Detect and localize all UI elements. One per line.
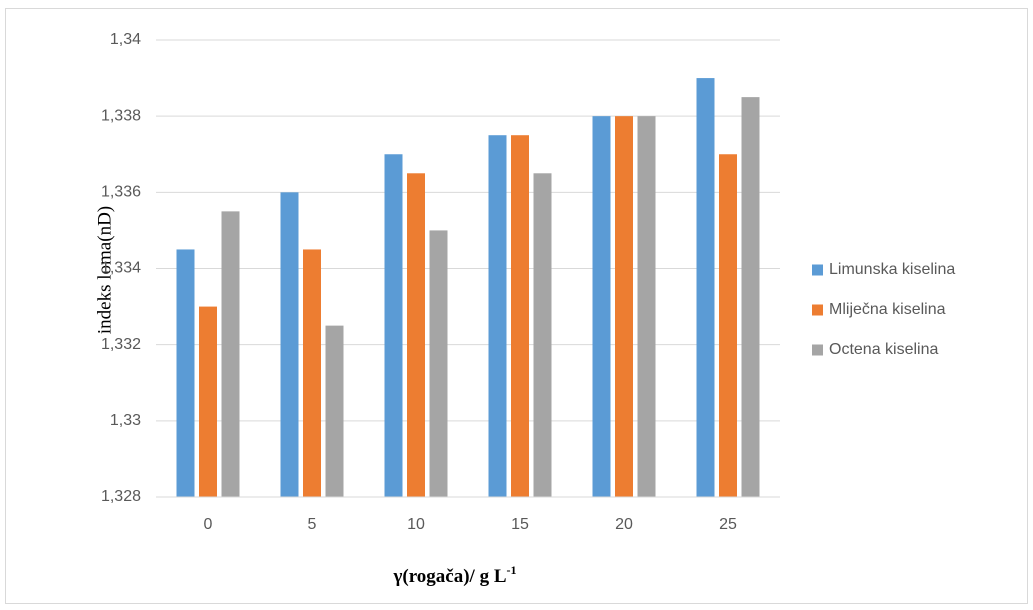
y-tick-label: 1,34 bbox=[110, 31, 141, 48]
bar bbox=[637, 116, 656, 498]
bar bbox=[221, 211, 240, 497]
x-tick-label: 15 bbox=[511, 516, 529, 533]
bar bbox=[303, 249, 321, 497]
x-tick-label: 5 bbox=[308, 516, 317, 533]
bar bbox=[592, 116, 611, 498]
x-tick-label: 20 bbox=[615, 516, 633, 533]
bar bbox=[511, 135, 529, 498]
y-tick-label: 1,328 bbox=[101, 488, 141, 505]
legend-label: Mliječna kiselina bbox=[829, 301, 946, 318]
bar bbox=[407, 173, 425, 497]
legend-swatch bbox=[812, 344, 823, 356]
legend-swatch bbox=[812, 304, 823, 316]
y-tick-label: 1,336 bbox=[101, 184, 141, 201]
bar bbox=[719, 154, 737, 497]
bar bbox=[696, 78, 715, 497]
x-axis-label-text: γ(rogača)/ g L bbox=[392, 566, 506, 587]
bar bbox=[615, 116, 633, 498]
bar bbox=[741, 97, 760, 497]
x-tick-label: 0 bbox=[204, 516, 213, 533]
bar bbox=[325, 325, 344, 497]
bar bbox=[280, 192, 299, 498]
x-tick-label: 10 bbox=[407, 516, 425, 533]
y-axis-label: indeks loma(nD) bbox=[94, 206, 115, 334]
y-tick-label: 1,33 bbox=[110, 412, 141, 429]
bar bbox=[533, 173, 552, 497]
legend-label: Limunska kiselina bbox=[829, 261, 955, 278]
y-tick-label: 1,334 bbox=[101, 260, 141, 277]
x-axis-label: γ(rogača)/ g L-1 bbox=[392, 563, 516, 588]
x-tick-label: 25 bbox=[719, 516, 737, 533]
bar bbox=[429, 230, 448, 497]
bar bbox=[176, 249, 195, 497]
bar bbox=[199, 306, 217, 497]
y-tick-label: 1,338 bbox=[101, 107, 141, 124]
legend-label: Octena kiselina bbox=[829, 341, 938, 358]
bar bbox=[488, 135, 507, 498]
bar bbox=[384, 154, 403, 497]
legend-swatch bbox=[812, 264, 823, 276]
y-tick-label: 1,332 bbox=[101, 336, 141, 353]
x-axis-label-sup: -1 bbox=[507, 563, 517, 577]
